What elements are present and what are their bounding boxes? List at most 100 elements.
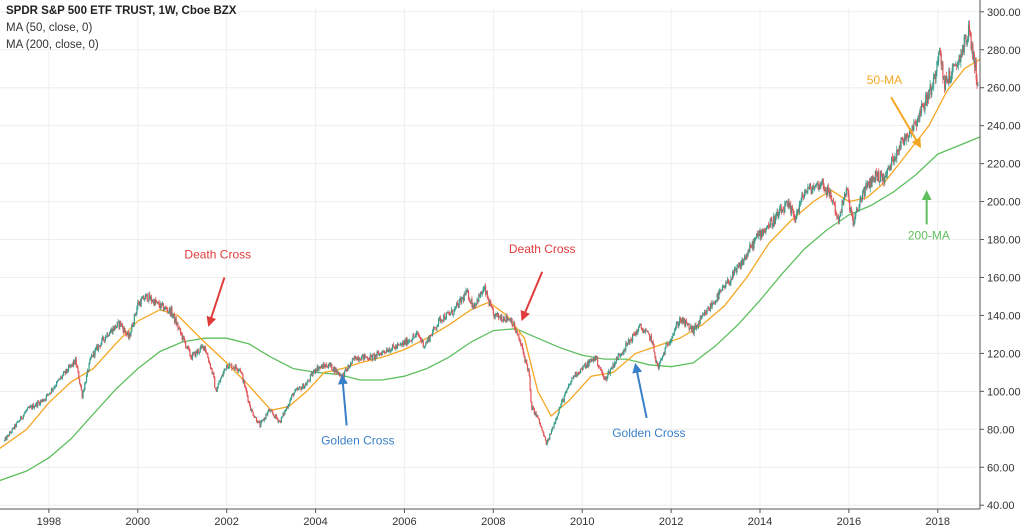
candle (862, 187, 865, 194)
candle (484, 284, 486, 292)
candle (616, 357, 618, 361)
candle (708, 307, 711, 311)
candle (270, 409, 272, 412)
candle (462, 294, 465, 304)
candle (108, 335, 110, 337)
candle (632, 332, 635, 337)
candle (721, 284, 723, 291)
candle (672, 332, 674, 339)
candle (933, 73, 935, 80)
candle (450, 312, 452, 316)
candle (195, 350, 197, 359)
candle (317, 365, 319, 371)
candle (880, 170, 882, 177)
candle (515, 328, 518, 334)
candle (575, 371, 577, 378)
candle (132, 322, 134, 327)
candle (36, 402, 38, 408)
candle (44, 398, 47, 402)
x-axis[interactable]: 1998 2000 2002 2004 2006 2008 2010 2012 2014 2016… (0, 508, 980, 528)
candle (4, 436, 6, 442)
candle (179, 325, 181, 331)
candle (229, 363, 231, 365)
candle (414, 336, 416, 339)
candle (675, 321, 677, 330)
candle (546, 440, 548, 446)
candle (738, 262, 740, 269)
candle (410, 339, 412, 343)
candle (797, 207, 800, 214)
candle (554, 421, 556, 425)
candle (231, 362, 233, 371)
candle (302, 383, 305, 389)
candle (805, 189, 807, 193)
ma200-legend-label[interactable]: MA (200, close, 0) (6, 39, 99, 51)
candle (211, 367, 213, 375)
annotation: 50-MA (867, 73, 922, 149)
candle (678, 321, 680, 329)
candle (458, 299, 460, 309)
candle (384, 350, 386, 355)
candle (615, 356, 618, 364)
candle (504, 319, 506, 323)
candle (661, 355, 664, 361)
candle (633, 331, 635, 336)
candle (350, 361, 352, 368)
candle (493, 313, 495, 320)
candle (24, 410, 26, 414)
candle (280, 416, 282, 423)
candle (694, 323, 696, 330)
chart-title[interactable]: SPDR S&P 500 ETF TRUST, 1W, Cboe BZX (6, 5, 237, 17)
candle (281, 416, 283, 419)
candle (476, 297, 478, 304)
candle (545, 439, 547, 446)
annotation-arrow (890, 96, 922, 149)
candle (686, 322, 688, 327)
candle (620, 352, 623, 357)
candle (35, 402, 37, 407)
candle (402, 340, 404, 347)
candle (592, 357, 594, 364)
candle (579, 368, 582, 374)
candle (377, 350, 379, 354)
candle (388, 347, 390, 354)
candle (652, 339, 654, 347)
candle (831, 195, 833, 203)
candle (101, 337, 103, 345)
candle (736, 264, 738, 276)
ma50-legend-label[interactable]: MA (50, close, 0) (6, 22, 93, 34)
candle (361, 354, 364, 358)
candle (162, 302, 165, 311)
candle (673, 328, 676, 336)
candle (373, 353, 375, 356)
candle (75, 356, 77, 368)
candle (90, 356, 92, 361)
candle (222, 370, 224, 378)
candle (755, 233, 758, 239)
candle (399, 342, 401, 347)
candle (67, 369, 69, 374)
candle (872, 174, 874, 183)
candle (859, 195, 861, 209)
candle (808, 186, 810, 189)
candle (156, 301, 159, 305)
y-axis[interactable]: 40.00 60.00 80.00 100.00 120.00 140.00 160.00 1… (979, 0, 1021, 512)
candle (155, 299, 158, 304)
candle (544, 435, 546, 438)
candle (5, 436, 7, 441)
candle (330, 362, 332, 367)
candle (674, 326, 676, 332)
candle (198, 351, 200, 356)
candle (247, 394, 249, 403)
candle (432, 328, 434, 337)
candle (801, 192, 803, 203)
candle (338, 371, 341, 377)
candle (822, 178, 824, 190)
candle (324, 363, 326, 370)
candle (561, 397, 564, 403)
candle (818, 184, 820, 192)
candle (684, 318, 686, 328)
candle (538, 417, 540, 420)
candle (130, 330, 132, 337)
